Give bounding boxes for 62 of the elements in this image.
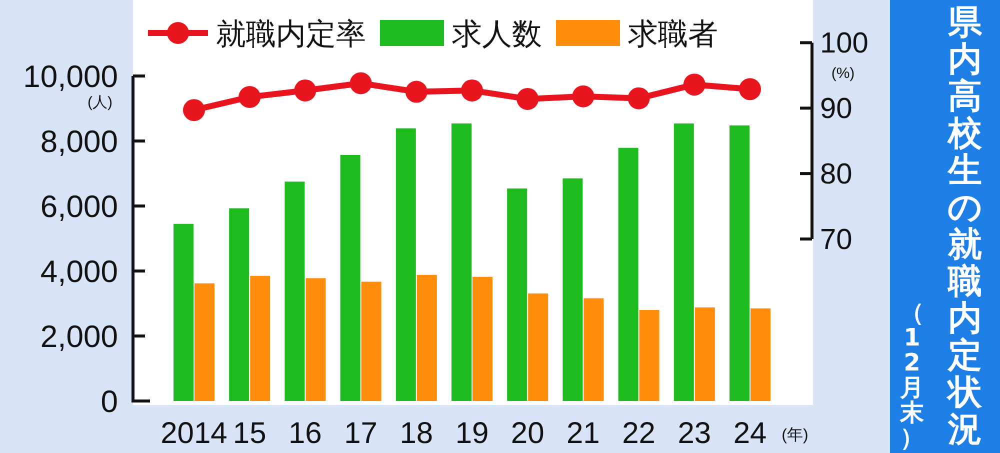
point	[350, 72, 372, 94]
y2-tick-label: 70	[820, 224, 852, 256]
x-tick-label: 16	[288, 417, 322, 450]
legend-label: 求職者	[628, 18, 718, 51]
y-tick-label: 0	[100, 384, 118, 419]
x-tick-label: 18	[400, 417, 434, 450]
bar	[472, 276, 492, 401]
legend-label: 就職内定率	[216, 18, 366, 51]
point	[739, 78, 761, 100]
point	[238, 86, 261, 108]
bar	[730, 125, 750, 401]
bar	[284, 182, 305, 401]
bar	[452, 123, 472, 401]
y-tick-label: 10,000	[23, 59, 118, 94]
point	[516, 88, 539, 110]
bar	[250, 276, 270, 401]
x-tick-label: 20	[510, 417, 544, 450]
x-tick-label: 21	[566, 417, 600, 450]
y-tick-label: 8,000	[40, 124, 118, 159]
bar	[674, 123, 694, 401]
bar	[174, 224, 194, 401]
y-tick-label: 2,000	[40, 319, 118, 354]
bar	[562, 178, 583, 401]
x-axis-title: (年)	[782, 427, 808, 444]
x-tick-label: 19	[455, 417, 489, 450]
bar	[694, 307, 715, 401]
bar	[618, 148, 638, 401]
x-tick-label: 23	[678, 417, 712, 450]
y-tick-label: 4,000	[40, 254, 118, 289]
bar	[306, 278, 326, 401]
x-tick-label: 2014	[160, 417, 228, 450]
point	[572, 85, 594, 108]
bar	[639, 310, 660, 401]
bar	[584, 298, 604, 401]
y-tick-label: 6,000	[40, 189, 118, 224]
point	[405, 80, 428, 103]
x-tick-label: 15	[232, 417, 266, 450]
x-tick-label: 24	[733, 417, 767, 450]
point	[628, 87, 650, 110]
x-tick-label: 17	[344, 417, 378, 450]
bar	[194, 283, 214, 401]
subtitle: （12月末）	[900, 298, 924, 452]
y2-axis-title: (%)	[831, 65, 855, 82]
bar	[229, 208, 250, 401]
y-axis-title: (人)	[88, 94, 112, 111]
bar	[750, 308, 770, 401]
point	[183, 99, 205, 122]
x-tick-label: 22	[622, 417, 656, 450]
bar	[396, 128, 416, 401]
title: 県内高校生の就職内定状況	[948, 2, 982, 450]
y2-tick-label: 100	[820, 28, 868, 60]
bar	[507, 188, 528, 401]
point	[683, 74, 706, 96]
y2-tick-label: 80	[820, 158, 852, 191]
point	[294, 79, 316, 102]
bar	[416, 274, 437, 401]
point	[461, 79, 483, 102]
y2-tick-label: 90	[820, 93, 852, 126]
bar	[528, 293, 548, 401]
bar	[340, 154, 360, 401]
bar	[361, 282, 382, 401]
legend-label: 求人数	[452, 18, 542, 51]
